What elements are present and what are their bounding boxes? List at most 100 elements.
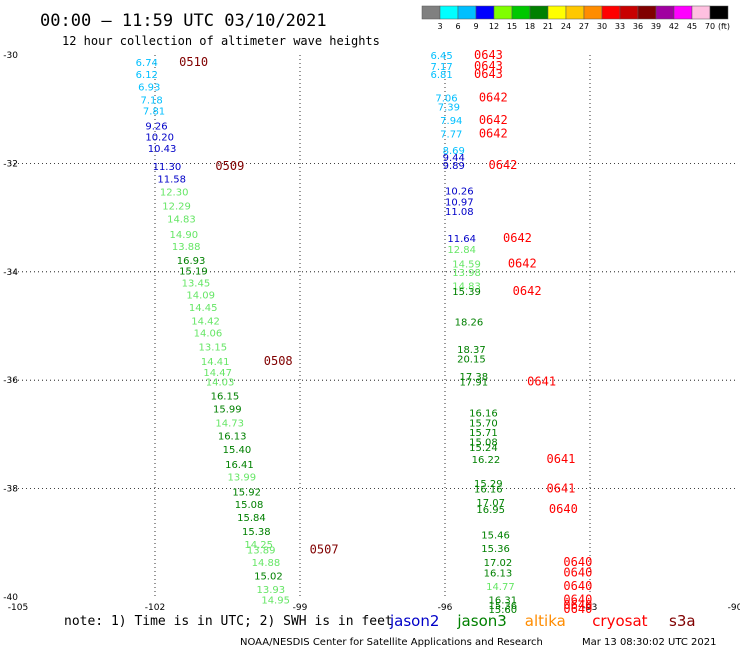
data-point-s3a: 6.74: [136, 58, 158, 69]
colorbar-swatch: [457, 5, 477, 20]
time-label: 0641: [547, 452, 576, 466]
data-point-s3a: 14.73: [215, 418, 244, 429]
data-point-s3a: 13.45: [182, 279, 211, 290]
data-point-cryosat: 7.06: [435, 93, 457, 104]
data-point-cryosat: 7.39: [438, 102, 460, 113]
data-point-s3a: 14.09: [186, 291, 215, 302]
data-point-cryosat: 15.71: [469, 428, 498, 439]
chart-subtitle: 12 hour collection of altimeter wave hei…: [62, 34, 380, 48]
time-label: 0642: [479, 113, 508, 127]
data-point-s3a: 10.20: [145, 132, 174, 143]
colorbar-label: 45: [687, 22, 697, 31]
data-point-s3a: 16.41: [225, 460, 254, 471]
data-point-s3a: 14.42: [191, 317, 220, 328]
colorbar-unit: (ft): [718, 22, 730, 31]
chart-title: 00:00 – 11:59 UTC 03/10/2021: [40, 11, 327, 31]
axes: -105 -102 -99 -96 -93 -90 -30 -32 -34 -36 -38 -40: [3, 51, 740, 613]
data-point-s3a: 15.02: [254, 571, 283, 582]
data-point-cryosat: 17.02: [484, 558, 513, 569]
y-tick-label: -40: [3, 593, 18, 603]
data-point-cryosat: 16.16: [474, 485, 503, 496]
data-point-s3a: 14.83: [167, 215, 196, 226]
data-point-cryosat: 9.89: [443, 161, 465, 172]
data-point-s3a: 15.99: [213, 404, 242, 415]
colorbar-label: 27: [579, 22, 589, 31]
colorbar-label: 6: [455, 22, 460, 31]
time-label: 0507: [310, 542, 339, 556]
x-tick-label: -105: [8, 603, 28, 613]
colorbar-swatch: [673, 5, 693, 20]
data-point-cryosat: 15.46: [481, 531, 510, 542]
time-label: 0642: [503, 231, 532, 245]
time-label: 0642: [479, 90, 508, 104]
x-tick-label: -93: [583, 603, 598, 613]
data-point-cryosat: 10.26: [445, 187, 474, 198]
data-point-s3a: 14.25: [244, 540, 273, 551]
colorbar-label: 12: [489, 22, 499, 31]
data-point-s3a: 7.81: [143, 106, 165, 117]
y-tick-label: -32: [3, 159, 18, 169]
legend-entry-jason3: jason3: [456, 612, 506, 630]
colorbar-label: 70: [705, 22, 715, 31]
footer-timestamp: Mar 13 08:30:02 UTC 2021: [582, 637, 717, 648]
data-point-s3a: 14.06: [194, 329, 223, 340]
data-point-s3a: 13.15: [199, 343, 228, 354]
data-point-s3a: 13.99: [228, 473, 257, 484]
colorbar-swatch: [547, 5, 567, 20]
data-point-cryosat: 8.69: [443, 146, 465, 157]
data-point-s3a: 12.30: [160, 188, 189, 199]
time-label: 0642: [508, 257, 537, 271]
data-point-s3a: 15.92: [232, 487, 261, 498]
colorbar-swatch: [439, 5, 459, 20]
time-label: 0640: [563, 598, 592, 612]
data-point-s3a: 15.08: [235, 500, 264, 511]
data-point-cryosat: 15.08: [469, 437, 498, 448]
data-point-cryosat: 11.08: [445, 207, 474, 218]
data-point-s3a: 14.45: [189, 303, 218, 314]
legend: jason2 jason3 altika cryosat s3a: [389, 612, 696, 630]
data-point-cryosat: 7.94: [440, 116, 462, 127]
time-label: 0640: [563, 555, 592, 569]
colorbar-swatch: [511, 5, 531, 20]
footer-credit: NOAA/NESDIS Center for Satellite Applica…: [240, 637, 543, 648]
time-label: 0508: [264, 354, 293, 368]
data-point-s3a: 11.58: [157, 175, 186, 186]
data-point-s3a: 14.90: [170, 230, 199, 241]
data-point-s3a: 13.88: [172, 242, 201, 253]
data-point-cryosat: 16.22: [472, 455, 501, 466]
time-label: 0643: [474, 59, 503, 73]
data-point-cryosat: 16.31: [489, 596, 518, 607]
data-point-cryosat: 9.44: [443, 153, 465, 164]
colorbar-swatch: [619, 5, 639, 20]
data-point-s3a: 14.95: [261, 596, 290, 607]
data-point-s3a: 13.93: [257, 585, 286, 596]
data-point-s3a: 10.43: [148, 144, 177, 155]
colorbar-swatch: [691, 5, 711, 20]
data-point-cryosat: 16.16: [469, 409, 498, 420]
colorbar-swatch: [421, 5, 441, 20]
data-point-cryosat: 13.98: [452, 268, 481, 279]
data-point-s3a: 14.03: [206, 377, 235, 388]
colorbar-label: 18: [525, 22, 535, 31]
time-label: 0510: [179, 55, 208, 69]
data-point-cryosat: 17.38: [460, 372, 489, 383]
legend-entry-cryosat: cryosat: [592, 612, 647, 630]
colorbar-swatch: [493, 5, 513, 20]
time-label: 0641: [547, 482, 576, 496]
data-point-cryosat: 6.81: [431, 70, 453, 81]
time-label: 0640: [563, 579, 592, 593]
time-label: 0642: [479, 127, 508, 141]
colorbar: 3 6 9 12 15 18 21 24 27 30 33 36 39 42 45 70 (ft): [421, 5, 730, 31]
time-label: 0509: [215, 159, 244, 173]
data-point-s3a: 13.89: [247, 545, 276, 556]
data-point-s3a: 15.38: [242, 527, 271, 538]
data-point-cryosat: 15.39: [452, 287, 481, 298]
colorbar-swatch: [601, 5, 621, 20]
time-label: 0643: [474, 48, 503, 62]
data-point-cryosat: 14.77: [486, 582, 515, 593]
time-label: 0640: [563, 602, 592, 616]
data-point-cryosat: 15.29: [474, 479, 503, 490]
data-point-s3a: 15.84: [237, 513, 266, 524]
data-point-s3a: 11.30: [153, 162, 182, 173]
